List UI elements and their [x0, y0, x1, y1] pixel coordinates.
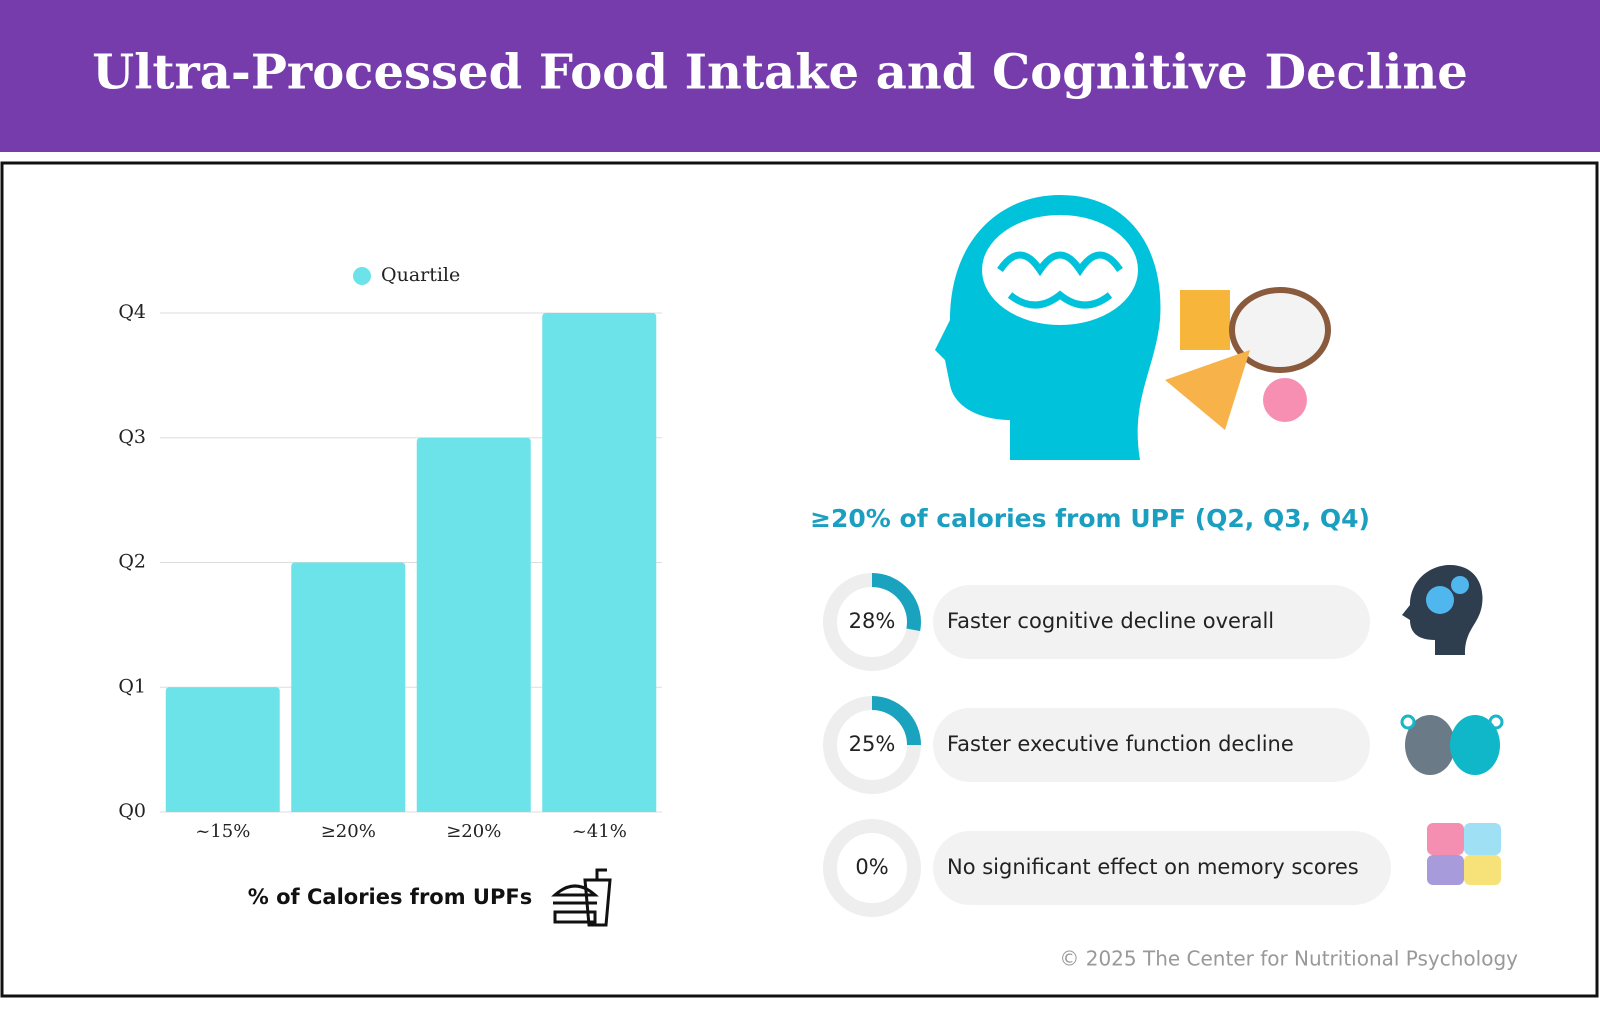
donut-track	[823, 819, 921, 917]
stats-heading: ≥20% of calories from UPF (Q2, Q3, Q4)	[810, 504, 1370, 533]
y-tick-label: Q1	[118, 675, 146, 697]
stat-value: 28%	[849, 609, 896, 633]
x-axis-title: % of Calories from UPFs	[248, 885, 532, 909]
bar	[165, 687, 280, 812]
stat-value: 0%	[855, 855, 888, 879]
footer: © 2025 The Center for Nutritional Psycho…	[1059, 947, 1518, 971]
bar	[291, 562, 406, 812]
stat-pill	[933, 708, 1370, 782]
y-tick-label: Q2	[118, 551, 146, 573]
stat-label: No significant effect on memory scores	[947, 855, 1359, 879]
y-tick-label: Q4	[118, 301, 146, 323]
donut-arc	[871, 573, 921, 632]
page-title: Ultra-Processed Food Intake and Cognitiv…	[92, 45, 1468, 101]
food-icon	[551, 868, 612, 927]
y-tick-label: Q0	[118, 800, 146, 822]
bar	[416, 437, 531, 812]
stat-value: 25%	[849, 732, 896, 756]
y-tick-label: Q3	[118, 426, 146, 448]
stat-icons	[1400, 565, 1504, 885]
x-tick-label: ≥20%	[321, 821, 376, 842]
header-bar	[0, 0, 1600, 152]
x-tick-label: ~15%	[195, 821, 250, 842]
bar	[542, 313, 657, 812]
head-illustration	[935, 195, 1331, 460]
donut-arc	[871, 696, 921, 746]
legend-label: Quartile	[381, 264, 460, 286]
x-tick-label: ≥20%	[446, 821, 501, 842]
stat-label: Faster executive function decline	[947, 732, 1294, 756]
stat-pill	[933, 585, 1370, 659]
stat-label: Faster cognitive decline overall	[947, 609, 1274, 633]
stat-pill	[933, 831, 1391, 905]
panel-border	[0, 161, 1599, 998]
legend-marker	[353, 267, 371, 285]
x-tick-label: ~41%	[572, 821, 627, 842]
